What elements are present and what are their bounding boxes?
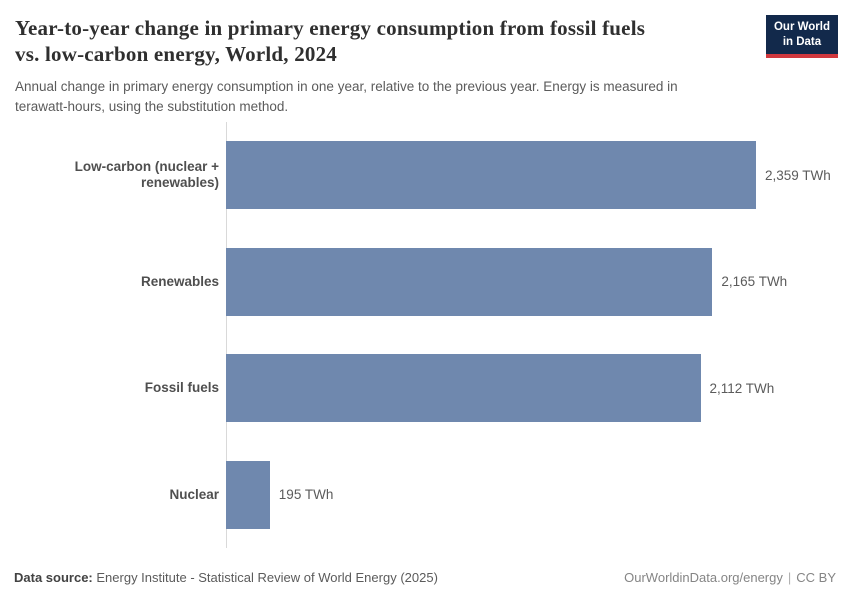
- y-axis-line: [226, 122, 227, 548]
- data-source-label: Data source:: [14, 570, 93, 586]
- bar[interactable]: [226, 354, 701, 423]
- value-label: 195 TWh: [278, 487, 334, 503]
- data-source-text: Energy Institute - Statistical Review of…: [96, 570, 438, 586]
- owid-url-link[interactable]: OurWorldinData.org/energy: [624, 570, 783, 586]
- bar-rows: Low-carbon (nuclear + renewables) 2,359 T…: [0, 122, 838, 548]
- bar-row: Low-carbon (nuclear + renewables) 2,359 T…: [0, 122, 838, 229]
- category-label: Low-carbon (nuclear + renewables): [74, 159, 219, 191]
- chart-header: Year-to-year change in primary energy co…: [15, 15, 838, 116]
- value-label: 2,112 TWh: [709, 380, 775, 396]
- footer-credits: OurWorldinData.org/energy | CC BY: [624, 570, 836, 587]
- category-label: Renewables: [140, 273, 219, 289]
- chart-subtitle: Annual change in primary energy consumpt…: [15, 79, 678, 114]
- category-label: Fossil fuels: [144, 380, 219, 396]
- bar[interactable]: [226, 460, 270, 529]
- value-label: 2,165 TWh: [721, 274, 788, 290]
- chart-footer: Data source: Energy Institute - Statisti…: [14, 570, 836, 587]
- bar-row: Renewables 2,165 TWh: [0, 229, 838, 336]
- chart-title: Year-to-year change in primary energy co…: [15, 16, 646, 67]
- bar-row: Nuclear 195 TWh: [0, 442, 838, 549]
- owid-logo-line2: in Data: [782, 35, 822, 48]
- bar[interactable]: [226, 141, 756, 210]
- data-source: Data source: Energy Institute - Statisti…: [14, 570, 438, 587]
- license-label: CC BY: [796, 570, 836, 586]
- owid-logo[interactable]: Our World in Data: [765, 15, 838, 58]
- bar-track: 2,359 TWh: [226, 122, 838, 229]
- bar-track: 195 TWh: [226, 442, 838, 549]
- bar-track: 2,165 TWh: [226, 229, 838, 336]
- bar-row: Fossil fuels 2,112 TWh: [0, 335, 838, 442]
- bar-chart: Low-carbon (nuclear + renewables) 2,359 T…: [0, 122, 838, 548]
- owid-logo-line1: Our World: [773, 21, 830, 33]
- bar[interactable]: [226, 247, 713, 316]
- footer-separator: |: [787, 570, 792, 586]
- value-label: 2,359 TWh: [765, 167, 831, 183]
- bar-track: 2,112 TWh: [226, 335, 838, 442]
- category-label: Nuclear: [169, 486, 219, 502]
